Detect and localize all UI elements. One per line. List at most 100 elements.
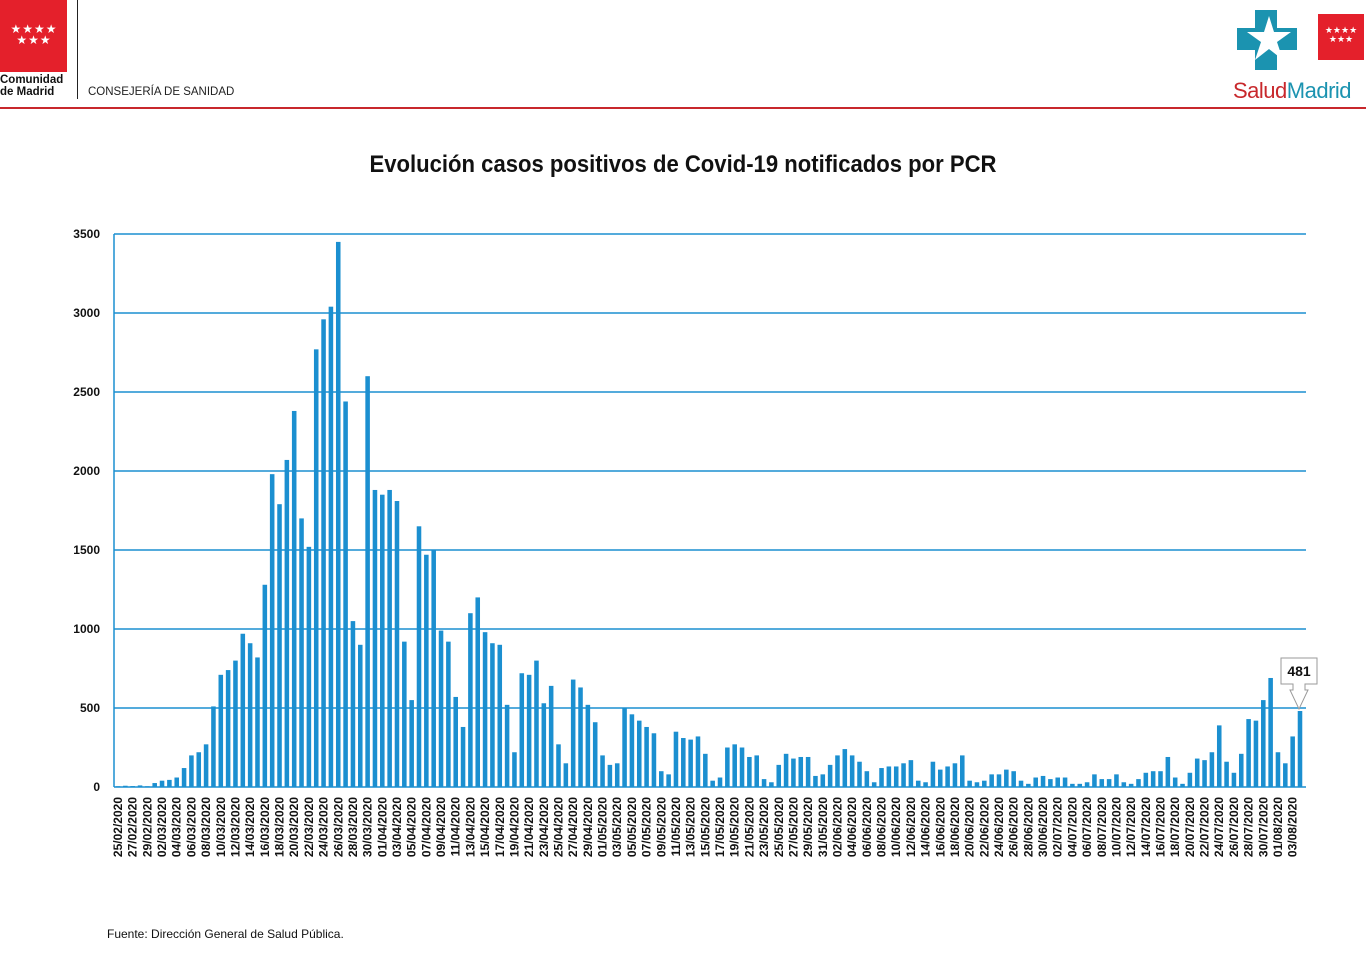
- x-tick-label: 12/07/2020: [1124, 797, 1138, 857]
- x-tick-label: 04/06/2020: [845, 797, 859, 857]
- x-tick-label: 30/06/2020: [1036, 797, 1050, 857]
- bar: [813, 775, 818, 787]
- x-tick-label: 26/03/2020: [331, 797, 345, 857]
- bar: [1290, 736, 1295, 787]
- x-tick-label: 15/05/2020: [698, 797, 712, 857]
- x-tick-label: 27/02/2020: [126, 797, 140, 857]
- x-tick-label: 02/07/2020: [1051, 797, 1065, 857]
- bar: [365, 376, 370, 787]
- x-tick-label: 20/03/2020: [287, 797, 301, 857]
- x-tick-label: 17/04/2020: [493, 797, 507, 857]
- y-tick-label: 3000: [73, 306, 100, 320]
- x-tick-label: 20/06/2020: [963, 797, 977, 857]
- logo-name-line1: Comunidad: [0, 74, 64, 86]
- x-tick-label: 24/07/2020: [1212, 797, 1226, 857]
- x-tick-label: 14/06/2020: [919, 797, 933, 857]
- bar: [402, 641, 407, 787]
- x-tick-label: 09/05/2020: [654, 797, 668, 857]
- bar: [482, 632, 488, 787]
- x-tick-label: 01/04/2020: [375, 797, 389, 857]
- x-tick-label: 13/04/2020: [463, 797, 477, 857]
- bar: [453, 696, 458, 787]
- y-tick-label: 1500: [73, 543, 100, 557]
- x-tick-label: 18/07/2020: [1168, 797, 1182, 857]
- y-tick-label: 2000: [73, 464, 100, 478]
- bar: [1004, 769, 1009, 787]
- bar: [438, 630, 444, 787]
- bar: [1172, 777, 1178, 787]
- y-tick-label: 2500: [73, 385, 100, 399]
- y-tick-label: 0: [93, 780, 100, 794]
- x-tick-label: 08/06/2020: [875, 797, 889, 857]
- x-tick-label: 16/03/2020: [258, 797, 272, 857]
- bar: [1136, 779, 1141, 787]
- bar: [409, 700, 414, 787]
- source-note: Fuente: Dirección General de Salud Públi…: [107, 927, 344, 941]
- bar: [614, 763, 620, 787]
- bar: [1224, 761, 1229, 787]
- x-tick-label: 18/06/2020: [948, 797, 962, 857]
- x-tick-label: 16/06/2020: [933, 797, 947, 857]
- bar: [1121, 782, 1127, 787]
- bar: [871, 782, 877, 787]
- x-tick-label: 05/05/2020: [625, 797, 639, 857]
- y-tick-label: 500: [80, 701, 100, 715]
- x-tick-label: 28/06/2020: [1021, 797, 1035, 857]
- bar: [1283, 763, 1288, 787]
- bar: [791, 758, 796, 787]
- bar: [189, 755, 194, 787]
- x-tick-label: 25/05/2020: [772, 797, 786, 857]
- bar: [849, 755, 855, 787]
- bar: [1070, 783, 1075, 787]
- bar: [247, 643, 253, 787]
- bar: [1092, 774, 1097, 787]
- x-tick-label: 02/06/2020: [830, 797, 844, 857]
- bar: [167, 779, 172, 787]
- bar: [306, 546, 312, 787]
- bar: [688, 739, 693, 787]
- bar: [556, 744, 561, 787]
- bar: [1209, 752, 1215, 787]
- bar: [1180, 783, 1185, 787]
- header-rule: [0, 107, 1366, 109]
- x-tick-label: 31/05/2020: [816, 797, 830, 857]
- x-tick-label: 10/07/2020: [1109, 797, 1123, 857]
- y-tick-label: 1000: [73, 622, 100, 636]
- x-tick-label: 10/03/2020: [214, 797, 228, 857]
- bar: [857, 761, 862, 787]
- bar: [1077, 783, 1083, 787]
- bar: [468, 613, 473, 787]
- bar: [203, 744, 209, 787]
- salud-madrid-logo: ★★★★ ★★★ SaludMadrid: [1233, 6, 1364, 103]
- bar: [416, 526, 422, 787]
- bar: [145, 786, 150, 788]
- x-tick-label: 10/06/2020: [889, 797, 903, 857]
- bar: [747, 756, 752, 787]
- bar: [1150, 771, 1156, 787]
- bar: [717, 777, 723, 787]
- bar: [776, 764, 782, 787]
- bar: [387, 489, 392, 787]
- bar: [893, 766, 899, 787]
- x-tick-label: 16/07/2020: [1154, 797, 1168, 857]
- bar: [827, 764, 833, 787]
- x-tick-label: 22/06/2020: [977, 797, 991, 857]
- bar: [1194, 758, 1200, 787]
- bar: [915, 780, 921, 787]
- x-tick-label: 17/05/2020: [713, 797, 727, 857]
- bar: [1143, 772, 1149, 787]
- x-tick-label: 24/03/2020: [317, 797, 331, 857]
- bar: [130, 786, 135, 788]
- madrid-flag-icon: ★★★★ ★★★: [1318, 14, 1364, 60]
- bar: [989, 774, 994, 787]
- header-divider: [77, 0, 78, 99]
- bar: [548, 685, 554, 787]
- x-tick-label: 02/03/2020: [155, 797, 169, 857]
- bar: [372, 489, 378, 787]
- annotation-label: 481: [1287, 663, 1311, 679]
- x-tick-label: 23/04/2020: [537, 797, 551, 857]
- x-tick-label: 06/03/2020: [184, 797, 198, 857]
- bar: [1040, 775, 1046, 787]
- bar: [622, 708, 627, 787]
- comunidad-madrid-flag-logo: ★★★★ ★★★: [0, 0, 67, 72]
